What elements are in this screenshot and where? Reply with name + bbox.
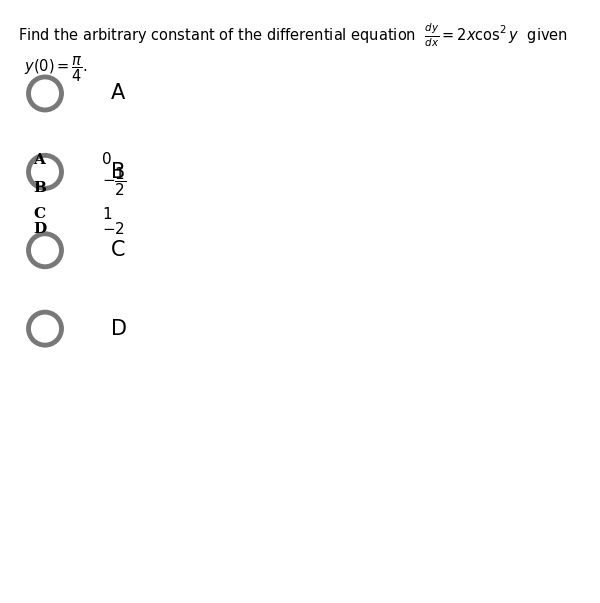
- Text: 1: 1: [102, 207, 112, 221]
- Text: Find the arbitrary constant of the differential equation  $\frac{dy}{dx} = 2x\co: Find the arbitrary constant of the diffe…: [18, 21, 568, 49]
- Text: $-2$: $-2$: [102, 221, 125, 237]
- Text: D: D: [111, 318, 127, 339]
- Text: C: C: [111, 240, 125, 260]
- Text: 0: 0: [102, 153, 112, 167]
- Text: B: B: [33, 181, 46, 195]
- Text: B: B: [111, 162, 125, 182]
- Text: $y(0) = \dfrac{\pi}{4}$.: $y(0) = \dfrac{\pi}{4}$.: [24, 54, 88, 84]
- Text: $-\dfrac{1}{2}$: $-\dfrac{1}{2}$: [102, 166, 127, 198]
- Text: D: D: [33, 222, 46, 236]
- Text: C: C: [33, 207, 45, 221]
- Text: A: A: [111, 83, 125, 104]
- Text: A: A: [33, 153, 45, 167]
